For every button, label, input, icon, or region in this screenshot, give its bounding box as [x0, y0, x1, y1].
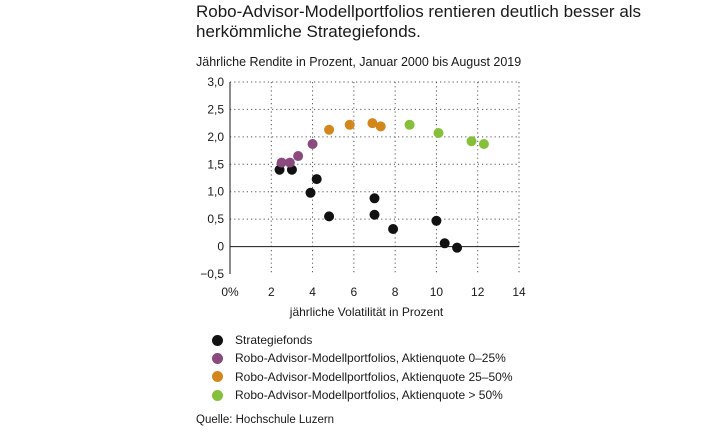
- chart-subtitle: Jährliche Rendite in Prozent, Januar 200…: [196, 55, 522, 69]
- x-tick-label: 4: [309, 285, 316, 299]
- legend-item: Strategiefonds: [212, 331, 513, 349]
- x-tick-label: 12: [471, 285, 485, 299]
- axes: [229, 82, 519, 274]
- y-tick-label: 0: [217, 240, 224, 254]
- x-tick-label: 14: [512, 285, 526, 299]
- y-tick-label: 2,0: [207, 130, 224, 144]
- data-point: [478, 138, 489, 149]
- y-tick-label: 1,5: [207, 157, 224, 171]
- data-point: [276, 157, 287, 168]
- data-point: [284, 157, 295, 168]
- legend-label: Robo-Advisor-Modellportfolios, Aktienquo…: [235, 351, 506, 366]
- data-point: [466, 136, 477, 147]
- data-point: [452, 242, 463, 253]
- grid-lines: [230, 81, 520, 274]
- data-point: [431, 215, 442, 226]
- legend-marker: [212, 352, 223, 364]
- x-axis-label: jährliche Volatilität in Prozent: [289, 305, 444, 319]
- legend-label: Robo-Advisor-Modellportfolios, Aktienquo…: [235, 388, 503, 403]
- x-tick-label: 2: [268, 285, 275, 299]
- data-point: [375, 121, 386, 132]
- data-point: [324, 124, 335, 135]
- legend-marker: [212, 371, 223, 383]
- data-point: [404, 119, 415, 130]
- legend-label: Strategiefonds: [235, 333, 313, 348]
- source-note: Quelle: Hochschule Luzern: [196, 414, 335, 426]
- y-tick-label: 3,0: [207, 75, 224, 89]
- legend-item: Robo-Advisor-Modellportfolios, Aktienquo…: [212, 349, 513, 367]
- x-tick-label: 10: [430, 285, 444, 299]
- data-point: [439, 238, 450, 249]
- data-point: [367, 118, 378, 129]
- chart-title: Robo-Advisor-Modellportfolios rentieren …: [196, 2, 642, 41]
- data-point: [311, 174, 322, 185]
- data-point: [369, 209, 380, 220]
- legend-marker: [212, 389, 223, 401]
- data-point: [307, 138, 318, 149]
- y-tick-label: 0,5: [207, 212, 224, 226]
- y-tick-label: 2,5: [207, 102, 224, 116]
- data-point: [344, 119, 355, 130]
- legend-label: Robo-Advisor-Modellportfolios, Aktienquo…: [235, 369, 513, 384]
- tick-labels: 3,0 2,5 2,0 1,5 1,0 0,5 0 −0,5 0% 2 4 6 8 10 12 14: [200, 75, 526, 299]
- y-tick-label: 1,0: [207, 185, 224, 199]
- data-point: [293, 151, 304, 162]
- x-tick-label: 6: [351, 285, 358, 299]
- data-points: [274, 118, 489, 253]
- x-tick-label: 8: [392, 285, 399, 299]
- y-tick-label: −0,5: [200, 267, 224, 281]
- data-point: [433, 128, 444, 139]
- data-point: [324, 211, 335, 222]
- legend-item: Robo-Advisor-Modellportfolios, Aktienquo…: [212, 368, 513, 386]
- legend: Strategiefonds Robo-Advisor-Modellportfol…: [212, 331, 513, 404]
- legend-item: Robo-Advisor-Modellportfolios, Aktienquo…: [212, 386, 513, 404]
- legend-marker: [212, 334, 223, 346]
- data-point: [388, 224, 399, 235]
- data-point: [369, 193, 380, 204]
- data-point: [305, 187, 316, 198]
- x-tick-label: 0%: [221, 285, 239, 299]
